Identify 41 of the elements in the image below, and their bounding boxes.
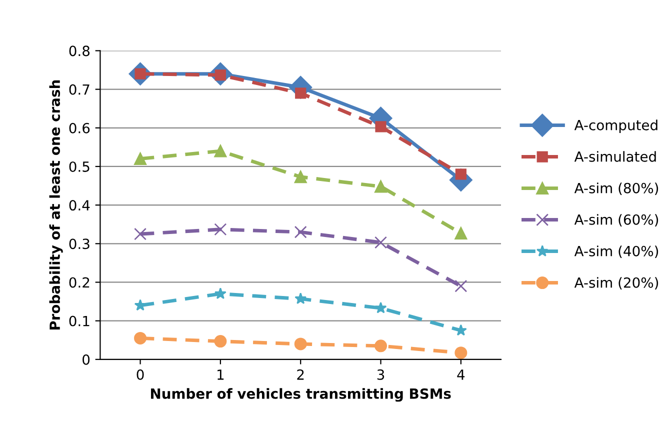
y-tick-label: 0.8: [69, 46, 90, 56]
point: [294, 226, 307, 238]
point: [134, 332, 147, 344]
point: [374, 236, 388, 249]
point: [294, 338, 307, 350]
legend-label: A-computed: [574, 120, 658, 134]
legend-label: A-sim (40%): [574, 246, 658, 258]
point: [214, 144, 227, 158]
point: [294, 292, 307, 304]
point: [374, 340, 388, 352]
legend-label: A-sim (80%): [574, 182, 658, 195]
y-tick-label: 0.7: [69, 84, 90, 95]
point: [374, 302, 387, 314]
point: [454, 346, 468, 360]
y-tick-label: 0.6: [69, 122, 90, 134]
x-axis-title: Number of vehicles transmitting BSMs: [151, 388, 451, 402]
point: [294, 170, 307, 184]
legend-label: A-simulated: [574, 151, 656, 162]
x-tick-label: 3: [377, 369, 384, 380]
point: [214, 288, 226, 300]
point: [134, 228, 147, 240]
y-tick-label: 0: [82, 354, 90, 365]
point: [214, 335, 227, 348]
y-tick-label: 0.5: [69, 161, 90, 172]
point: [374, 180, 388, 193]
y-tick-label: 0.4: [69, 200, 90, 211]
y-tick-label: 0.1: [69, 316, 90, 326]
legend-label: A-sim (60%): [574, 214, 658, 226]
legend-label: A-sim (20%): [574, 277, 658, 290]
y-axis-title: Probability of at least one crash: [49, 80, 63, 330]
x-tick-label: 2: [297, 369, 304, 380]
x-tick-label: 1: [218, 370, 224, 380]
point: [214, 223, 227, 236]
x-tick-label: 4: [457, 370, 465, 380]
point: [134, 152, 147, 166]
point: [454, 280, 468, 292]
x-tick-label: 0: [136, 369, 144, 380]
y-tick-label: 0.3: [69, 238, 90, 250]
point: [454, 226, 468, 240]
y-tick-label: 0.2: [69, 277, 90, 288]
point: [375, 121, 386, 132]
